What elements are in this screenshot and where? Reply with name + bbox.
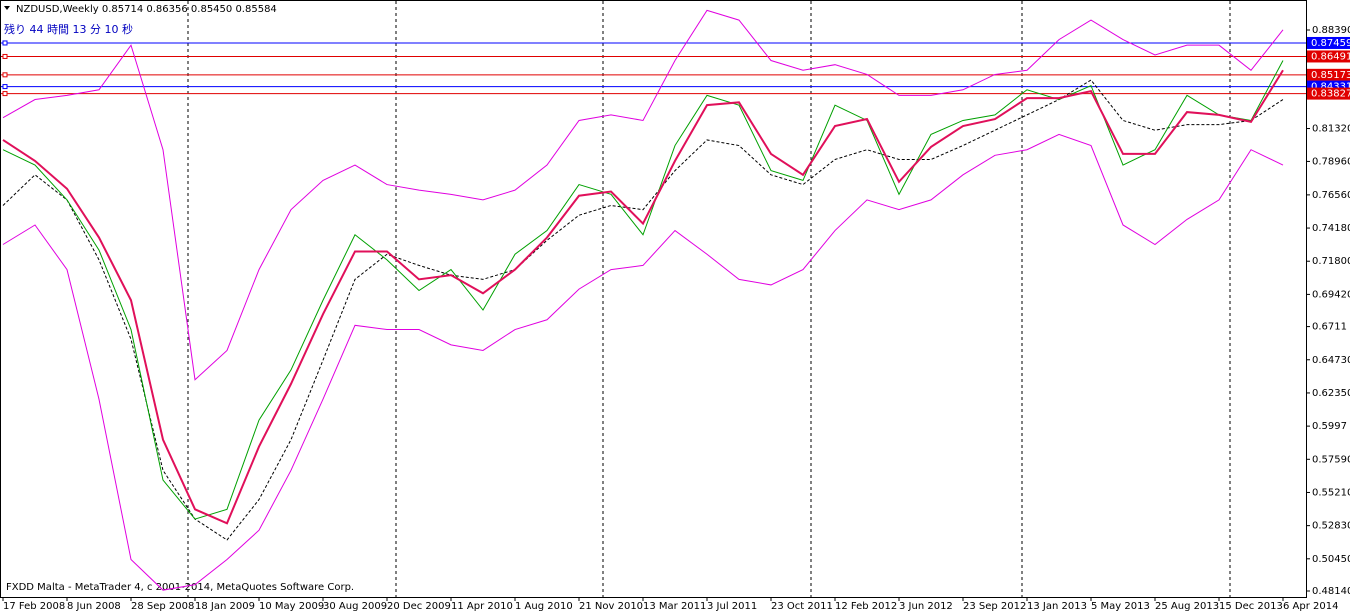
x-tick-label: 18 Jan 2009: [195, 601, 255, 612]
series-line: [2, 69, 1284, 525]
level-marker: [2, 84, 8, 90]
y-tick-label: 0.81320: [1312, 124, 1350, 135]
series-line: [2, 79, 1284, 541]
level-marker: [2, 72, 8, 78]
x-tick-label: 10 May 2009: [259, 601, 324, 612]
x-tick-label: 11 Apr 2010: [451, 601, 513, 612]
series-line: [2, 133, 1284, 591]
y-tick-label: 0.5997: [1312, 421, 1347, 432]
y-tick-label: 0.64730: [1312, 355, 1350, 366]
x-tick-label: 20 Dec 2009: [387, 601, 451, 612]
x-tick-label: 5 May 2013: [1091, 601, 1150, 612]
x-tick-label: 3 Jun 2012: [899, 601, 953, 612]
x-tick-label: 23 Oct 2011: [771, 601, 833, 612]
plot-area: [0, 0, 1307, 598]
x-tick-label: 23 Sep 2012: [963, 601, 1026, 612]
x-tick-label: 30 Aug 2009: [323, 601, 387, 612]
level-label-bg: [1307, 87, 1350, 100]
level-marker: [2, 53, 8, 59]
level-label: 0.84331: [1311, 82, 1350, 93]
y-tick-label: 0.57590: [1312, 454, 1350, 465]
y-tick-label: 0.52830: [1312, 521, 1350, 532]
level-label: 0.86491: [1311, 51, 1350, 62]
x-tick-label: 1 Aug 2010: [515, 601, 573, 612]
y-tick-label: 0.71800: [1312, 256, 1350, 267]
y-tick-label: 0.62350: [1312, 388, 1350, 399]
level-marker: [2, 40, 8, 46]
x-tick-label: 6 Apr 2014: [1283, 601, 1338, 612]
level-label-bg: [1307, 68, 1350, 81]
y-tick-label: 0.76560: [1312, 190, 1350, 201]
x-tick-label: 13 Jan 2013: [1027, 601, 1087, 612]
y-tick-label: 0.50450: [1312, 554, 1350, 565]
x-tick-label: 12 Feb 2012: [835, 601, 897, 612]
y-tick-label: 0.69420: [1312, 289, 1350, 300]
level-label: 0.87459: [1311, 38, 1350, 49]
x-tick-label: 15 Dec 2013: [1219, 601, 1283, 612]
x-tick-label: 21 Nov 2010: [579, 601, 643, 612]
countdown: 残り 44 時間 13 分 10 秒: [4, 22, 133, 36]
x-tick-label: 28 Sep 2008: [131, 601, 194, 612]
x-tick-label: 8 Jun 2008: [67, 601, 121, 612]
series-line: [2, 9, 1284, 381]
x-tick-label: 3 Jul 2011: [707, 601, 757, 612]
level-label-bg: [1307, 50, 1350, 63]
y-tick-label: 0.78960: [1312, 156, 1350, 167]
y-tick-label: 0.55210: [1312, 487, 1350, 498]
chart-title: NZDUSD,Weekly 0.85714 0.86356 0.85450 0.…: [16, 4, 277, 15]
level-label: 0.85173: [1311, 70, 1350, 81]
level-marker: [2, 91, 8, 97]
y-tick-label: 0.88390: [1312, 25, 1350, 36]
menu-arrow[interactable]: [4, 6, 10, 10]
y-tick-label: 0.48140: [1312, 586, 1350, 597]
y-tick-label: 0.6711: [1312, 322, 1347, 333]
level-label: 0.83827: [1311, 89, 1350, 100]
x-tick-label: 13 Mar 2011: [643, 601, 706, 612]
x-tick-label: 17 Feb 2008: [3, 601, 65, 612]
level-label-bg: [1307, 36, 1350, 49]
plot: [1, 9, 1306, 591]
x-tick-label: 25 Aug 2013: [1155, 601, 1219, 612]
y-tick-label: 0.74180: [1312, 223, 1350, 234]
